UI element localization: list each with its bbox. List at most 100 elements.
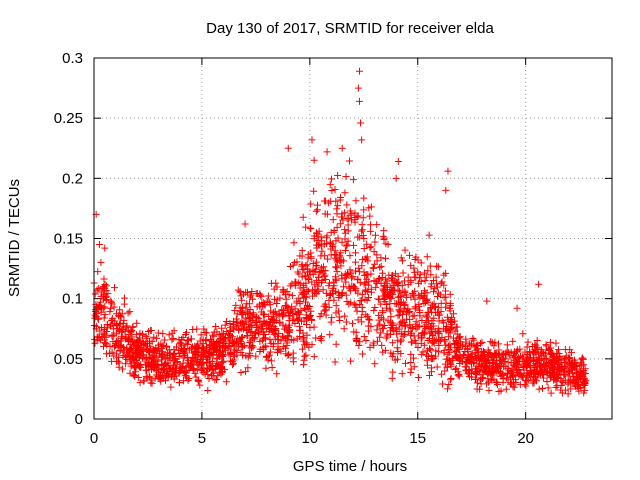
data-point bbox=[534, 350, 542, 358]
data-point bbox=[455, 372, 463, 380]
data-point bbox=[442, 269, 450, 277]
data-point bbox=[370, 306, 378, 314]
data-point bbox=[452, 364, 460, 372]
data-point bbox=[313, 290, 321, 298]
data-point bbox=[296, 332, 304, 340]
data-point bbox=[298, 261, 306, 269]
data-point bbox=[371, 231, 379, 239]
data-point bbox=[358, 136, 366, 144]
data-point bbox=[143, 359, 151, 367]
data-point bbox=[274, 336, 282, 344]
data-point bbox=[397, 330, 405, 338]
data-point bbox=[278, 306, 286, 314]
data-point bbox=[303, 301, 311, 309]
data-point bbox=[213, 346, 221, 354]
data-point bbox=[303, 331, 311, 339]
data-point bbox=[293, 299, 301, 307]
data-point bbox=[236, 335, 244, 343]
data-point bbox=[336, 193, 344, 201]
data-point bbox=[393, 344, 401, 352]
data-point bbox=[140, 339, 148, 347]
data-point bbox=[126, 369, 134, 377]
data-point bbox=[191, 369, 199, 377]
data-point bbox=[322, 289, 330, 297]
y-tick-label: 0 bbox=[75, 411, 83, 428]
data-point bbox=[438, 380, 446, 388]
data-point bbox=[499, 378, 507, 386]
data-point bbox=[437, 299, 445, 307]
data-point bbox=[323, 148, 331, 156]
data-point bbox=[204, 370, 212, 378]
data-point bbox=[484, 364, 492, 372]
data-point bbox=[342, 291, 350, 299]
data-point bbox=[360, 245, 368, 253]
data-point bbox=[222, 378, 230, 386]
data-point bbox=[499, 350, 507, 358]
data-point bbox=[180, 345, 188, 353]
data-point bbox=[422, 313, 430, 321]
data-point bbox=[326, 331, 334, 339]
data-point bbox=[298, 345, 306, 353]
data-point bbox=[496, 362, 504, 370]
data-point bbox=[194, 377, 202, 385]
data-point bbox=[477, 374, 485, 382]
data-point bbox=[535, 385, 543, 393]
data-point bbox=[447, 344, 455, 352]
data-point bbox=[234, 286, 242, 294]
data-point bbox=[240, 320, 248, 328]
data-point bbox=[127, 362, 135, 370]
data-point bbox=[331, 358, 339, 366]
data-point bbox=[268, 315, 276, 323]
data-point bbox=[410, 264, 418, 272]
data-point bbox=[133, 319, 141, 327]
data-point bbox=[245, 300, 253, 308]
y-tick-label: 0.05 bbox=[54, 351, 83, 368]
data-point bbox=[560, 359, 568, 367]
data-point bbox=[360, 206, 368, 214]
data-point bbox=[319, 266, 327, 274]
data-point bbox=[290, 239, 298, 247]
data-point bbox=[251, 329, 259, 337]
data-point bbox=[453, 348, 461, 356]
data-point bbox=[488, 376, 496, 384]
data-point bbox=[103, 324, 111, 332]
data-point bbox=[350, 300, 358, 308]
data-point bbox=[409, 312, 417, 320]
data-point bbox=[452, 323, 460, 331]
data-point bbox=[321, 252, 329, 260]
data-point bbox=[329, 284, 337, 292]
data-point bbox=[168, 336, 176, 344]
data-point bbox=[543, 378, 551, 386]
data-point bbox=[296, 280, 304, 288]
data-point bbox=[447, 375, 455, 383]
data-point bbox=[299, 213, 307, 221]
data-point bbox=[304, 304, 312, 312]
data-point bbox=[285, 291, 293, 299]
data-point bbox=[401, 304, 409, 312]
data-point bbox=[334, 234, 342, 242]
data-point bbox=[93, 286, 101, 294]
data-point bbox=[341, 226, 349, 234]
data-point bbox=[209, 351, 217, 359]
data-point bbox=[421, 277, 429, 285]
data-point bbox=[435, 341, 443, 349]
data-point bbox=[578, 354, 586, 362]
data-point bbox=[167, 383, 175, 391]
data-point bbox=[386, 330, 394, 338]
data-point bbox=[134, 373, 142, 381]
y-tick-label: 0.15 bbox=[54, 231, 83, 248]
data-point bbox=[333, 264, 341, 272]
data-point bbox=[181, 368, 189, 376]
data-point bbox=[399, 288, 407, 296]
data-point bbox=[427, 271, 435, 279]
data-point bbox=[502, 385, 510, 393]
data-point bbox=[199, 347, 207, 355]
data-point bbox=[557, 355, 565, 363]
data-point bbox=[181, 349, 189, 357]
data-point bbox=[248, 344, 256, 352]
data-point bbox=[332, 273, 340, 281]
data-point bbox=[358, 227, 366, 235]
data-point bbox=[194, 361, 202, 369]
data-point bbox=[159, 351, 167, 359]
data-point bbox=[298, 273, 306, 281]
